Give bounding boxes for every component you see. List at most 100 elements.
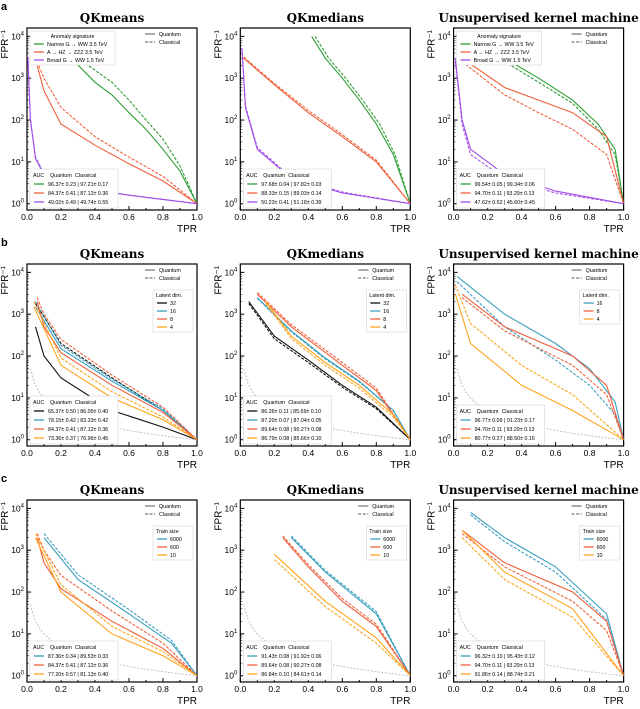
x-tick-label: 0.2: [482, 684, 494, 694]
style-legend-label: Classical: [586, 276, 607, 282]
x-tick-label: 0.6: [336, 684, 348, 694]
y-axis-label: FPR⁻¹: [213, 29, 224, 58]
auc-header: Classical: [75, 400, 96, 406]
auc-value: 99.54± 0.05 | 99.34± 0.06: [475, 182, 535, 188]
x-tick-label: 1.0: [404, 448, 416, 458]
roc-curve-classical: [35, 301, 197, 441]
legend-title: Latent dim.: [156, 293, 182, 299]
x-tick-label: 1.0: [404, 212, 416, 222]
x-tick-label: 0.4: [302, 212, 314, 222]
x-tick-label: 0.4: [89, 212, 101, 222]
auc-value: 94.70± 0.11 | 93.29± 0.13: [475, 427, 535, 433]
y-tick-label: 104: [438, 503, 451, 513]
roc-curve-quantum: [470, 511, 624, 676]
y-tick-label: 102: [438, 115, 451, 125]
auc-value: 84.37± 0.41 | 87.12± 0.36: [48, 427, 108, 433]
x-axis-label: TPR: [177, 696, 197, 707]
style-legend-label: Quantum: [586, 268, 608, 274]
auc-value: 86.79± 0.08 | 85.66± 0.10: [261, 436, 321, 442]
style-legend-label: Classical: [159, 40, 180, 46]
legend-entry: 10: [170, 553, 176, 559]
auc-value: 87.20± 0.07 | 87.04± 0.05: [261, 418, 321, 424]
x-axis-label: TPR: [390, 224, 410, 235]
y-tick-label: 104: [224, 267, 237, 277]
signal-legend: [366, 525, 407, 561]
x-tick-label: 0.2: [482, 212, 494, 222]
y-tick-label: 102: [11, 587, 24, 597]
y-tick-label: 102: [224, 115, 237, 125]
auc-header: Quantum: [477, 173, 499, 179]
y-tick-label: 102: [11, 351, 24, 361]
y-tick-label: 104: [11, 31, 24, 41]
x-tick-label: 0.0: [234, 684, 246, 694]
auc-header: Quantum: [263, 173, 285, 179]
chart-panel: QKmedians 0.0 0.2 0.4 0.6 0.8 1.0 100 101 102 103 1…: [213, 483, 416, 707]
auc-table: [456, 168, 545, 209]
style-legend-label: Classical: [159, 276, 180, 282]
x-tick-label: 0.6: [123, 684, 135, 694]
roc-curve-classical: [36, 61, 197, 205]
legend-entry: 600: [170, 545, 179, 551]
roc-curve-quantum: [461, 529, 624, 677]
row-label: c: [1, 473, 7, 485]
roc-curve-classical: [461, 533, 624, 676]
roc-curve-quantum: [256, 293, 411, 441]
x-tick-label: 0.2: [55, 448, 67, 458]
auc-header: Classical: [288, 400, 309, 406]
x-tick-label: 0.4: [516, 684, 528, 694]
auc-value: 88.33± 0.15 | 89.03± 0.14: [261, 191, 321, 197]
style-legend-label: Classical: [372, 276, 393, 282]
x-tick-label: 0.4: [89, 448, 101, 458]
auc-table: [243, 640, 332, 681]
auc-table: [29, 168, 119, 209]
signal-legend: [579, 289, 620, 325]
auc-value: 50.23± 0.41 | 51.18± 0.39: [261, 200, 321, 206]
y-axis-label: FPR⁻¹: [0, 29, 11, 58]
roc-curve-quantum: [265, 301, 411, 441]
y-tick-label: 103: [11, 309, 24, 319]
auc-header: Classical: [75, 173, 96, 179]
x-axis-label: TPR: [604, 224, 624, 235]
roc-curve-quantum: [35, 306, 197, 441]
roc-curve-quantum: [36, 537, 197, 677]
auc-header: Quantum: [263, 400, 285, 406]
auc-header: Quantum: [50, 645, 72, 651]
auc-value: 47.62± 0.52 | 45.60± 0.45: [475, 200, 535, 206]
style-legend-label: Classical: [372, 512, 393, 518]
auc-value: 80.77± 0.27 | 88.50± 0.16: [475, 436, 535, 442]
x-tick-label: 0.2: [482, 448, 494, 458]
legend-entry: 8: [383, 317, 386, 323]
style-legend-label: Quantum: [372, 268, 394, 274]
legend-entry: 600: [597, 545, 606, 551]
chart-title: QKmeans: [80, 483, 145, 497]
chart-title: Unsupervised kernel machine: [438, 247, 639, 261]
auc-value: 96.32± 0.10 | 95.43± 0.12: [475, 654, 535, 660]
auc-value: 89.64± 0.08 | 90.27± 0.08: [261, 663, 321, 669]
auc-header: Classical: [288, 173, 309, 179]
x-tick-label: 0.0: [234, 448, 246, 458]
roc-curve-quantum: [74, 61, 197, 204]
roc-curve-quantum: [461, 529, 624, 676]
roc-curve-classical: [36, 297, 197, 441]
auc-header: AUC: [33, 645, 44, 651]
auc-value: 65.37± 0.50 | 86.05± 0.40: [48, 409, 108, 415]
chart-title: QKmedians: [287, 483, 365, 497]
x-tick-label: 0.0: [448, 684, 460, 694]
y-tick-label: 104: [438, 31, 451, 41]
auc-table: [29, 395, 119, 445]
y-tick-label: 101: [438, 629, 451, 639]
y-axis-label: FPR⁻¹: [213, 501, 224, 530]
y-tick-label: 103: [224, 73, 237, 83]
style-legend-label: Quantum: [586, 32, 608, 38]
chart-title: QKmeans: [80, 11, 145, 25]
y-axis-label: FPR⁻¹: [213, 265, 224, 294]
auc-header: Quantum: [50, 400, 72, 406]
y-tick-label: 103: [11, 73, 24, 83]
y-tick-label: 100: [11, 671, 24, 681]
legend-entry: 32: [383, 301, 389, 307]
roc-curve-quantum: [282, 537, 411, 677]
x-tick-label: 0.6: [123, 448, 135, 458]
y-axis-label: FPR⁻¹: [427, 265, 438, 294]
y-tick-label: 100: [438, 671, 451, 681]
